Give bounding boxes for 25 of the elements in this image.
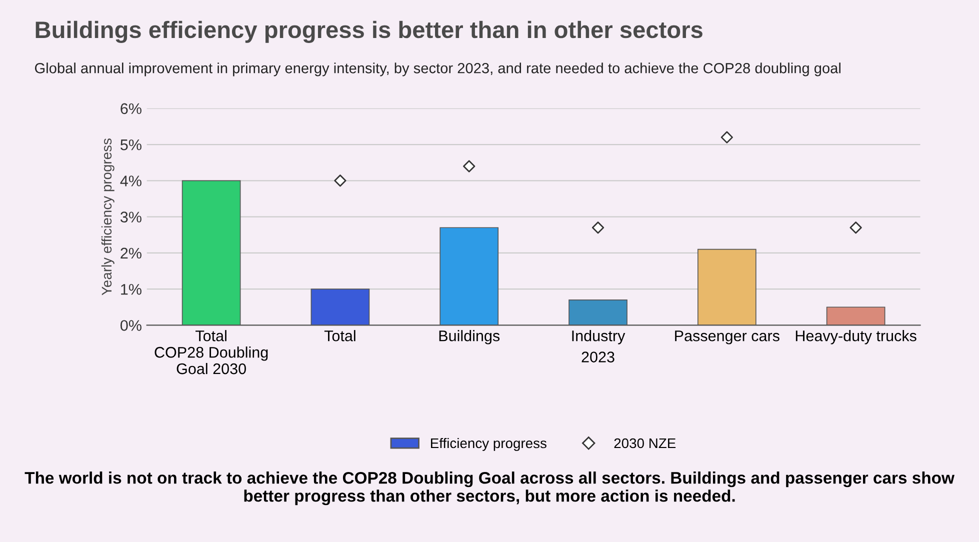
y-tick-label: 5% (120, 139, 142, 150)
x-tick-label: Heavy-duty trucks (796, 330, 916, 344)
legend-label: 2030 NZE (614, 438, 676, 448)
y-axis-title: Yearly efficiency progress (101, 138, 114, 296)
y-tick-label: 2% (120, 248, 142, 259)
chart-subtitle: Global annual improvement in primary energy intensity, by sector 2023, and rate needed to achieve the COP28 doubling goal (35, 62, 840, 76)
x-tick-label: Industry (572, 330, 626, 344)
text: The world is not on track to achieve the COP28 Doubling Goal across all sectors. Buildings and passenger cars show better progress than other sectors, but more action is needed. (24, 472, 954, 506)
x-tick-label: Passenger cars (675, 330, 780, 344)
chart-title: Buildings efficiency progress is better than in other sectors (36, 20, 702, 43)
x-tick-label: Buildings (439, 330, 500, 344)
legend-label: Efficiency progress (431, 438, 546, 451)
y-tick-label: 0% (120, 320, 142, 331)
x-tick-label: Total (324, 330, 356, 342)
y-tick-label: 1% (121, 284, 142, 295)
y-tick-label: 3% (120, 212, 142, 222)
point (850, 222, 862, 234)
point (463, 160, 476, 172)
point (592, 222, 604, 234)
y-tick-label: 4% (120, 176, 142, 186)
point (720, 131, 733, 144)
y-tick-label: 6% (120, 103, 142, 114)
x-tick-label: Total COP28 Doubling Goal 2030 (154, 330, 268, 374)
x-axis-title: 2023 (582, 352, 614, 362)
point (334, 174, 346, 187)
